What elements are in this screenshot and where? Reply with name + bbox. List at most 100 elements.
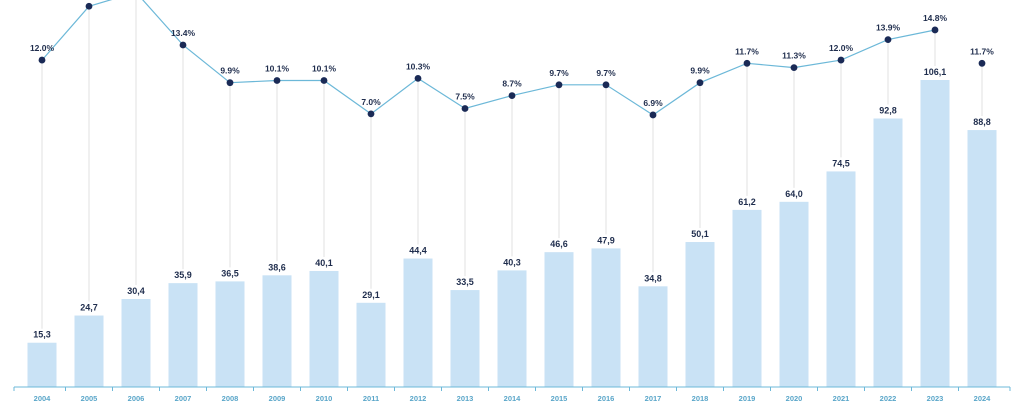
bar <box>544 252 574 387</box>
x-tick-label: 2012 <box>410 394 427 403</box>
line-value-label: 9.9% <box>690 66 710 76</box>
line-labels: 12.0%17.0%18.3%13.4%9.9%10.1%10.1%7.0%10… <box>30 13 994 108</box>
line-value-label: 12.0% <box>829 43 854 53</box>
line-point <box>226 79 234 87</box>
bar-value-label: 74,5 <box>832 158 850 168</box>
bar <box>497 270 527 387</box>
line-point <box>414 74 422 82</box>
bar <box>262 275 292 387</box>
bar-value-label: 36,5 <box>221 268 239 278</box>
x-tick-label: 2006 <box>128 394 145 403</box>
x-tick-label: 2022 <box>880 394 897 403</box>
x-tick-label: 2013 <box>457 394 474 403</box>
line-point <box>273 77 281 84</box>
line-value-label: 7.5% <box>455 92 475 102</box>
x-tick-label: 2009 <box>269 394 286 403</box>
bar-value-label: 106,1 <box>924 67 947 77</box>
line-point <box>320 77 328 84</box>
x-tick-label: 2023 <box>927 394 944 403</box>
bar-value-label: 61,2 <box>738 197 756 207</box>
bar <box>967 130 997 387</box>
x-tick-label: 2014 <box>504 394 522 403</box>
line-series <box>41 0 936 116</box>
bar <box>356 302 386 387</box>
line-value-label: 9.9% <box>220 66 240 76</box>
bar <box>685 242 715 387</box>
bar-value-label: 47,9 <box>597 235 615 245</box>
line-value-label: 14.8% <box>923 13 948 23</box>
bar-value-label: 34,8 <box>644 273 662 283</box>
bar-value-label: 44,4 <box>409 246 427 256</box>
line-point <box>978 59 986 67</box>
bar-value-label: 92,8 <box>879 105 897 115</box>
line-point <box>602 81 610 89</box>
line-point <box>743 59 751 67</box>
line-point <box>931 26 939 34</box>
line-point <box>367 110 375 118</box>
bar-value-label: 40,1 <box>315 258 333 268</box>
bar <box>779 201 809 387</box>
bar <box>591 248 621 387</box>
bar <box>215 281 245 387</box>
bar <box>168 283 198 387</box>
line-value-label: 8.7% <box>502 79 522 89</box>
x-tick-label: 2008 <box>222 394 239 403</box>
bar <box>27 342 57 387</box>
line-value-label: 10.1% <box>312 64 337 74</box>
line-point <box>837 56 845 64</box>
line-points <box>38 2 986 119</box>
bar <box>403 258 433 387</box>
line-value-label: 10.1% <box>265 64 290 74</box>
bar-value-label: 33,5 <box>456 277 474 287</box>
bar-value-label: 30,4 <box>127 286 145 296</box>
x-axis: 2004 2005 2006 2007 2008 2009 2010 2011 2012 2013… <box>13 386 1011 403</box>
x-tick-label: 2017 <box>645 394 662 403</box>
x-tick-label: 2021 <box>833 394 850 403</box>
line-value-label: 6.9% <box>643 98 663 108</box>
x-tick-label: 2016 <box>598 394 615 403</box>
bar <box>826 171 856 387</box>
line-point <box>884 36 892 44</box>
bar-value-label: 15,3 <box>33 330 51 340</box>
x-tick-label: 2020 <box>786 394 803 403</box>
bar <box>74 315 104 387</box>
connector-lines <box>41 0 983 329</box>
line-point <box>179 41 187 49</box>
line-value-label: 13.4% <box>171 28 196 38</box>
line-value-label: 12.0% <box>30 43 55 53</box>
bars <box>27 80 997 387</box>
line-point <box>649 111 657 119</box>
bar-value-label: 88,8 <box>973 117 991 127</box>
line-point <box>555 81 563 89</box>
bar <box>638 286 668 387</box>
bar-value-label: 40,3 <box>503 257 521 267</box>
bar <box>450 290 480 387</box>
line-value-label: 9.7% <box>549 68 569 78</box>
bar-value-label: 64,0 <box>785 189 803 199</box>
x-tick-label: 2019 <box>739 394 756 403</box>
x-tick-label: 2010 <box>316 394 333 403</box>
bar-value-label: 35,9 <box>174 270 192 280</box>
bar-value-label: 29,1 <box>362 290 380 300</box>
x-tick-label: 2024 <box>974 394 992 403</box>
x-tick-label: 2011 <box>363 394 379 403</box>
bar <box>920 80 950 387</box>
bar-value-label: 50,1 <box>691 229 709 239</box>
bar <box>121 299 151 387</box>
line-point <box>38 56 46 64</box>
line-point <box>461 105 469 112</box>
bar-value-label: 46,6 <box>550 239 568 249</box>
line-point <box>85 2 93 10</box>
bar-value-label: 24,7 <box>80 303 98 313</box>
line-point <box>508 92 516 99</box>
line-value-label: 10.3% <box>406 61 431 71</box>
bar <box>732 209 762 387</box>
line-series-group <box>41 0 936 116</box>
bar-labels: 15,3 24,7 30,4 35,9 36,5 38,6 40,1 29,1 44,4 33,5… <box>33 67 991 340</box>
bar <box>309 270 339 387</box>
line-value-label: 7.0% <box>361 97 381 107</box>
bar <box>873 118 903 387</box>
x-tick-label: 2018 <box>692 394 709 403</box>
